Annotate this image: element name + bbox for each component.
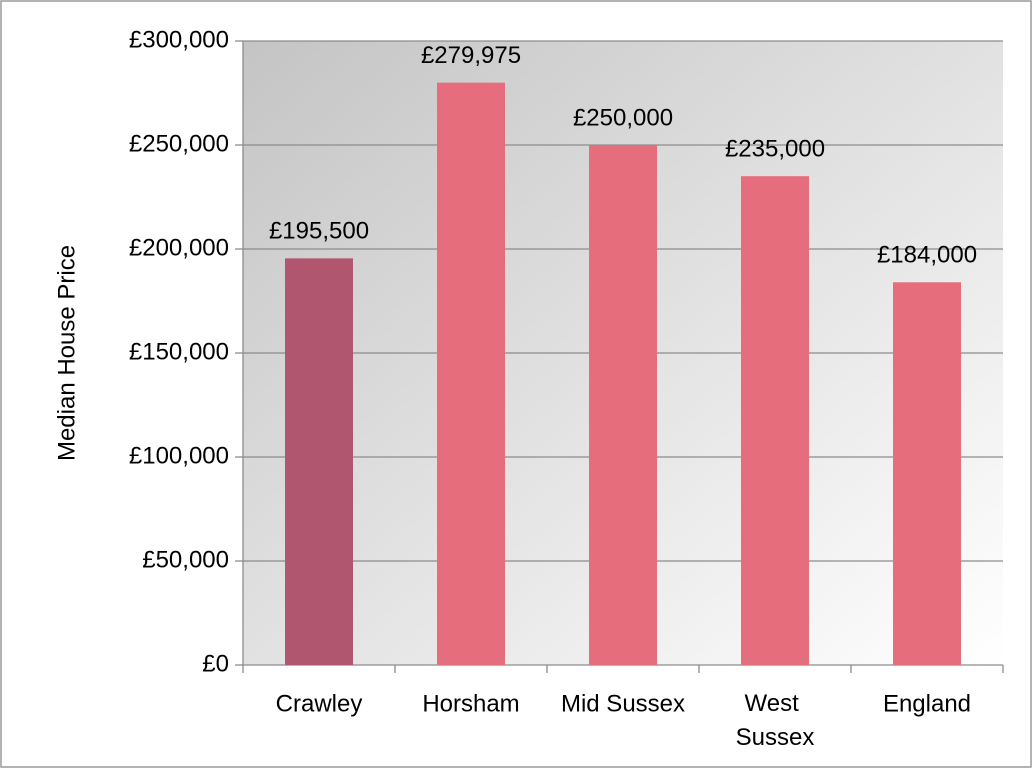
value-label: £235,000 <box>725 136 825 163</box>
bar <box>589 145 657 665</box>
y-tick-label: £300,000 <box>129 26 229 53</box>
y-tick-label: £100,000 <box>129 442 229 469</box>
x-tick-label: England <box>883 690 971 717</box>
value-label: £184,000 <box>877 242 977 269</box>
bar <box>741 176 809 665</box>
x-tick-label: Crawley <box>276 690 363 717</box>
bar <box>437 82 505 666</box>
y-tick-label: £250,000 <box>129 130 229 157</box>
y-axis-label: Median House Price <box>53 245 80 461</box>
y-tick-label: £50,000 <box>142 546 229 573</box>
value-label: £279,975 <box>421 42 521 69</box>
value-label: £250,000 <box>573 104 673 131</box>
bar <box>285 258 353 665</box>
x-tick-label: Mid Sussex <box>561 690 685 717</box>
value-label: £195,500 <box>269 218 369 245</box>
y-tick-label: £0 <box>202 650 229 677</box>
y-tick-label: £150,000 <box>129 338 229 365</box>
x-tick-label: Horsham <box>422 690 519 717</box>
bar <box>893 282 961 665</box>
y-tick-label: £200,000 <box>129 234 229 261</box>
x-tick-label: West Sussex <box>736 690 815 751</box>
